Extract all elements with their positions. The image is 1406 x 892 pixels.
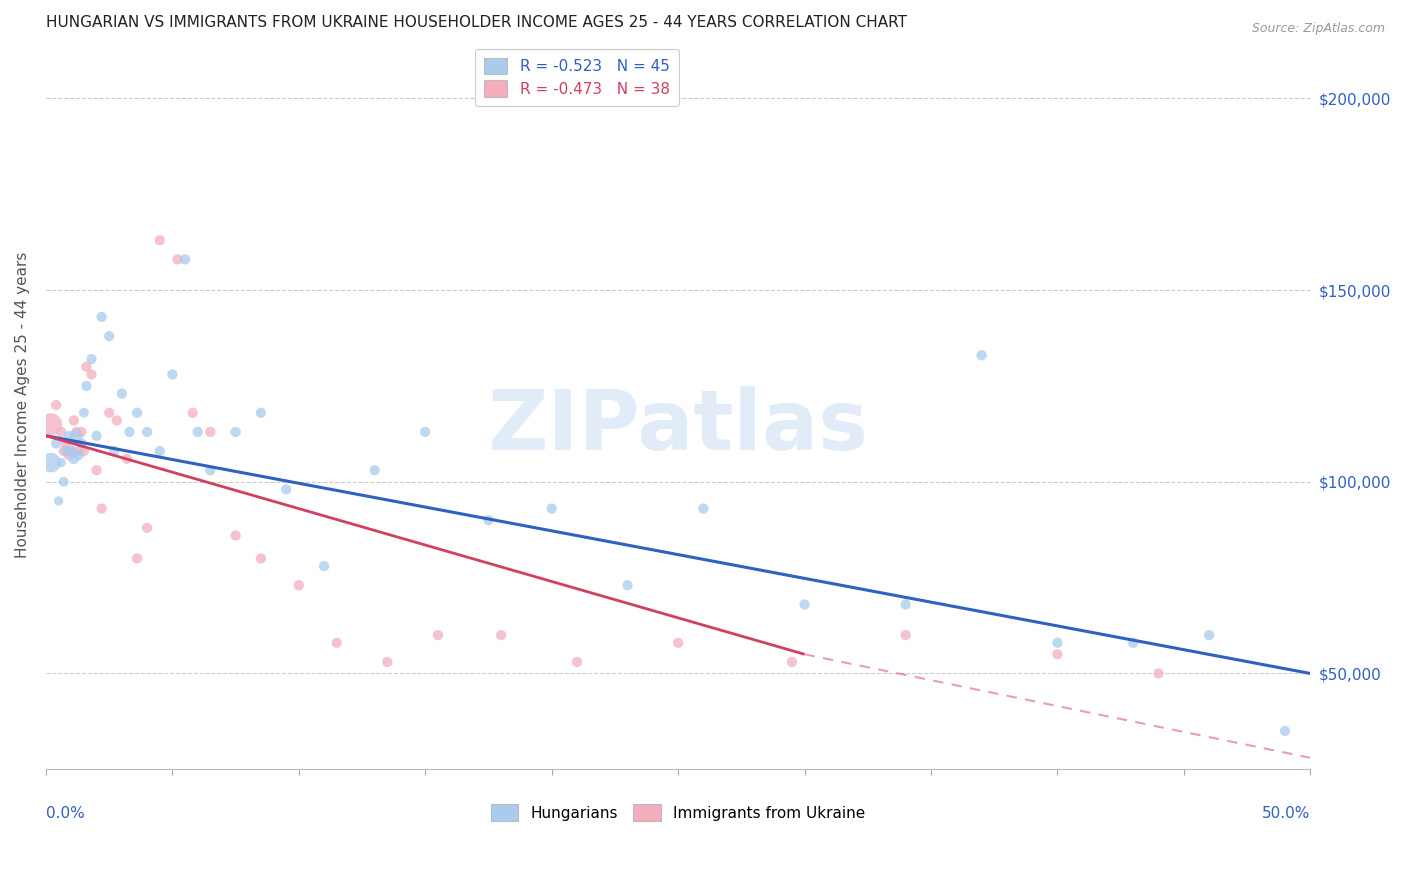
- Point: [90, 310, 112, 324]
- Text: HUNGARIAN VS IMMIGRANTS FROM UKRAINE HOUSEHOLDER INCOME AGES 25 - 44 YEARS CORRE: HUNGARIAN VS IMMIGRANTS FROM UKRAINE HOU…: [46, 15, 907, 30]
- Point: [55, 436, 77, 450]
- Point: [250, 406, 273, 420]
- Point: [166, 252, 188, 267]
- Point: [55, 444, 77, 458]
- Point: [49, 425, 72, 439]
- Point: [39, 456, 62, 470]
- Point: [118, 425, 141, 439]
- Point: [894, 628, 917, 642]
- Point: [692, 501, 714, 516]
- Point: [225, 528, 247, 542]
- Point: [45, 398, 67, 412]
- Point: [39, 417, 62, 432]
- Point: [73, 406, 96, 420]
- Point: [45, 436, 67, 450]
- Point: [413, 425, 436, 439]
- Point: [80, 368, 103, 382]
- Point: [58, 429, 80, 443]
- Point: [65, 425, 87, 439]
- Point: [1147, 666, 1170, 681]
- Point: [314, 559, 336, 574]
- Point: [181, 406, 204, 420]
- Point: [67, 448, 90, 462]
- Point: [200, 425, 222, 439]
- Point: [326, 636, 349, 650]
- Text: Source: ZipAtlas.com: Source: ZipAtlas.com: [1251, 22, 1385, 36]
- Point: [565, 655, 588, 669]
- Point: [80, 352, 103, 367]
- Point: [187, 425, 209, 439]
- Point: [98, 406, 121, 420]
- Point: [276, 483, 298, 497]
- Point: [174, 252, 197, 267]
- Point: [86, 429, 108, 443]
- Point: [125, 551, 148, 566]
- Point: [149, 233, 172, 247]
- Point: [200, 463, 222, 477]
- Point: [98, 329, 121, 343]
- Point: [75, 359, 97, 374]
- Point: [86, 463, 108, 477]
- Point: [288, 578, 311, 592]
- Point: [616, 578, 638, 592]
- Point: [162, 368, 184, 382]
- Y-axis label: Householder Income Ages 25 - 44 years: Householder Income Ages 25 - 44 years: [15, 252, 30, 558]
- Point: [136, 425, 159, 439]
- Legend: Hungarians, Immigrants from Ukraine: Hungarians, Immigrants from Ukraine: [485, 798, 872, 827]
- Point: [1198, 628, 1220, 642]
- Point: [62, 451, 84, 466]
- Point: [62, 413, 84, 427]
- Point: [58, 448, 80, 462]
- Point: [1274, 723, 1296, 738]
- Text: 0.0%: 0.0%: [46, 805, 84, 821]
- Point: [894, 598, 917, 612]
- Point: [136, 521, 159, 535]
- Point: [780, 655, 803, 669]
- Point: [75, 379, 97, 393]
- Point: [149, 444, 172, 458]
- Point: [52, 475, 75, 489]
- Point: [67, 444, 90, 458]
- Point: [1046, 636, 1069, 650]
- Point: [105, 413, 128, 427]
- Text: 50.0%: 50.0%: [1263, 805, 1310, 821]
- Point: [70, 436, 93, 450]
- Point: [125, 406, 148, 420]
- Point: [540, 501, 562, 516]
- Point: [363, 463, 385, 477]
- Point: [73, 444, 96, 458]
- Point: [970, 348, 993, 362]
- Point: [90, 501, 112, 516]
- Point: [666, 636, 689, 650]
- Point: [225, 425, 247, 439]
- Point: [48, 494, 70, 508]
- Point: [49, 456, 72, 470]
- Point: [1046, 648, 1069, 662]
- Point: [250, 551, 273, 566]
- Text: ZIPatlas: ZIPatlas: [488, 386, 869, 467]
- Point: [60, 444, 83, 458]
- Point: [1122, 636, 1144, 650]
- Point: [115, 451, 138, 466]
- Point: [65, 429, 87, 443]
- Point: [103, 444, 125, 458]
- Point: [111, 386, 134, 401]
- Point: [70, 425, 93, 439]
- Point: [489, 628, 512, 642]
- Point: [52, 444, 75, 458]
- Point: [477, 513, 499, 527]
- Point: [426, 628, 449, 642]
- Point: [375, 655, 398, 669]
- Point: [60, 444, 83, 458]
- Point: [793, 598, 815, 612]
